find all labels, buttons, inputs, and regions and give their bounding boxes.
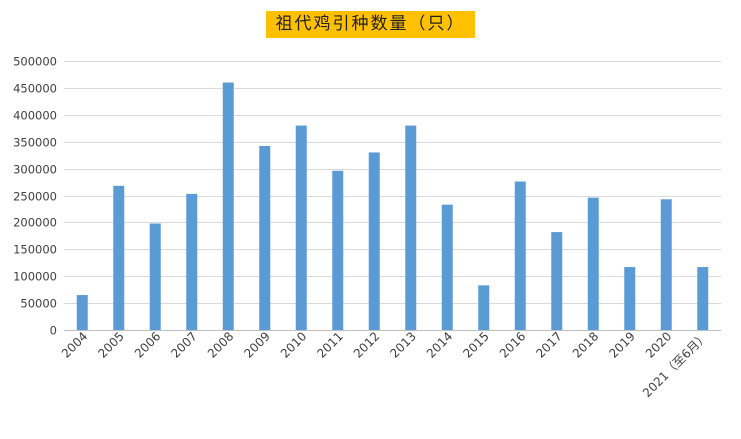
x-tick-label: 2008 xyxy=(205,329,236,360)
x-tick-label: 2011 xyxy=(314,329,345,360)
bar xyxy=(76,295,88,330)
y-tick-label: 100000 xyxy=(13,270,57,284)
bar xyxy=(587,197,599,330)
y-tick-label: 0 xyxy=(50,324,57,338)
x-tick-label: 2007 xyxy=(168,329,199,360)
chart-title-box: 祖代鸡引种数量（只） xyxy=(266,11,475,38)
bar xyxy=(514,181,526,330)
bar xyxy=(149,223,161,330)
y-tick-label: 500000 xyxy=(13,55,57,69)
y-tick-label: 400000 xyxy=(13,109,57,123)
x-tick-label: 2021（至6月） xyxy=(640,329,711,400)
y-tick-label: 250000 xyxy=(13,190,57,204)
x-tick-label: 2006 xyxy=(132,329,163,360)
bar xyxy=(405,125,417,330)
bar xyxy=(222,82,234,331)
x-tick-label: 2017 xyxy=(533,329,564,360)
bar xyxy=(259,146,271,330)
x-tick-label: 2015 xyxy=(460,329,491,360)
x-tick-label: 2016 xyxy=(497,329,528,360)
bar xyxy=(697,267,709,330)
x-tick-label: 2012 xyxy=(351,329,382,360)
y-tick-label: 350000 xyxy=(13,136,57,150)
bar xyxy=(441,204,453,330)
y-tick-label: 300000 xyxy=(13,163,57,177)
y-tick-label: 50000 xyxy=(20,297,57,311)
x-tick-label: 2009 xyxy=(241,329,272,360)
bar xyxy=(368,152,380,330)
y-tick-label: 150000 xyxy=(13,243,57,257)
x-tick-label: 2018 xyxy=(570,329,601,360)
bar xyxy=(332,170,344,330)
bar xyxy=(660,199,672,330)
bar xyxy=(295,125,307,330)
x-tick-label: 2004 xyxy=(59,329,90,360)
bars xyxy=(76,82,709,331)
chart-title: 祖代鸡引种数量（只） xyxy=(275,14,466,34)
x-tick-label: 2005 xyxy=(95,329,126,360)
bar xyxy=(478,285,490,330)
x-axis-ticks: 2004 2005 2006 2007 2008 2009 2010 2011 2012 2013… xyxy=(59,329,711,400)
x-tick-label: 2010 xyxy=(278,329,309,360)
x-tick-label: 2013 xyxy=(387,329,418,360)
x-tick-label: 2019 xyxy=(606,329,637,360)
x-tick-label: 2020 xyxy=(643,329,674,360)
y-axis-ticks: 0 50000 100000 150000 200000 250000 300000 3500… xyxy=(13,55,57,338)
x-tick-label: 2014 xyxy=(424,329,455,360)
bar xyxy=(624,267,636,330)
y-tick-label: 450000 xyxy=(13,82,57,96)
y-tick-label: 200000 xyxy=(13,216,57,230)
bar xyxy=(551,232,563,330)
bar xyxy=(113,185,125,330)
gridlines xyxy=(64,61,721,331)
bar xyxy=(186,193,198,330)
